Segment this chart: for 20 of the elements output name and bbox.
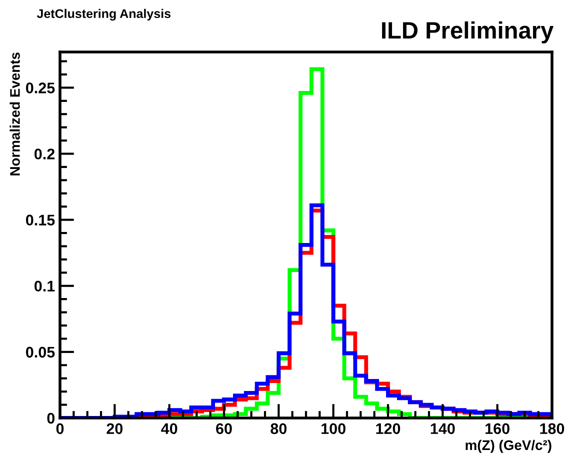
x-tick-label: 60 — [216, 423, 232, 434]
x-axis-title: m(Z) (GeV/c²) — [466, 440, 552, 453]
y-tick-label: 0.2 — [34, 148, 55, 160]
y-tick-label: 0.05 — [26, 346, 55, 358]
x-tick-label: 0 — [56, 423, 64, 434]
x-tick-label: 180 — [540, 423, 564, 434]
x-tick-label: 40 — [161, 423, 178, 434]
y-tick-label: 0 — [47, 412, 55, 424]
x-tick-label: 100 — [322, 423, 346, 434]
chart-subtitle: JetClustering Analysis — [36, 8, 171, 21]
x-tick-label: 160 — [486, 423, 510, 434]
y-axis-title: Normalized Events — [10, 52, 20, 176]
y-tick-label: 0.1 — [34, 280, 55, 292]
x-tick-label: 20 — [106, 423, 123, 434]
y-tick-label: 0.15 — [26, 214, 55, 226]
chart-title: ILD Preliminary — [382, 21, 554, 44]
x-tick-label: 140 — [430, 423, 455, 434]
x-tick-label: 80 — [270, 423, 287, 434]
y-tick-label: 0.25 — [26, 82, 55, 94]
x-tick-label: 120 — [376, 423, 400, 434]
